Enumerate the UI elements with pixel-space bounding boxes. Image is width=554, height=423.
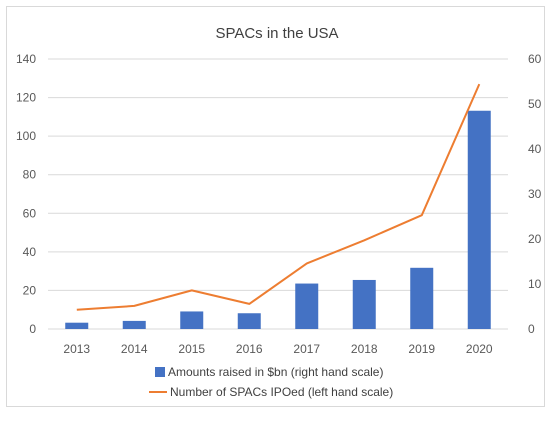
right-axis-ticks: 0 10 20 30 40 50 60 bbox=[528, 52, 542, 336]
legend-bar-label: Amounts raised in $bn (right hand scale) bbox=[168, 365, 383, 379]
left-axis-tick-label: 80 bbox=[23, 168, 37, 182]
bar bbox=[180, 311, 204, 329]
left-axis-tick-label: 60 bbox=[23, 206, 37, 220]
gridlines bbox=[48, 58, 508, 330]
bar bbox=[122, 320, 146, 329]
bar bbox=[295, 283, 319, 329]
left-axis-tick-label: 120 bbox=[16, 91, 36, 105]
bar bbox=[237, 313, 261, 329]
x-axis-tick-label: 2017 bbox=[293, 342, 320, 356]
right-axis-tick-label: 50 bbox=[528, 97, 542, 111]
x-axis-tick-label: 2014 bbox=[121, 342, 148, 356]
left-axis-ticks: 0 20 40 60 80 100 120 140 bbox=[16, 52, 36, 336]
right-axis-tick-label: 60 bbox=[528, 52, 542, 66]
bar bbox=[65, 322, 89, 329]
bar bbox=[410, 267, 434, 329]
left-axis-tick-label: 20 bbox=[23, 283, 37, 297]
legend-bar-swatch bbox=[155, 367, 165, 377]
left-axis-tick-label: 40 bbox=[23, 245, 37, 259]
left-axis-tick-label: 0 bbox=[29, 322, 36, 336]
line-series bbox=[76, 83, 481, 311]
bar-series bbox=[65, 110, 491, 329]
x-axis-tick-label: 2015 bbox=[178, 342, 205, 356]
chart-frame bbox=[6, 6, 545, 407]
x-axis-tick-label: 2018 bbox=[351, 342, 378, 356]
bar bbox=[352, 279, 376, 329]
legend: Amounts raised in $bn (right hand scale)… bbox=[149, 365, 393, 399]
x-axis-tick-label: 2019 bbox=[408, 342, 435, 356]
x-axis-tick-label: 2020 bbox=[466, 342, 493, 356]
x-axis-tick-label: 2013 bbox=[63, 342, 90, 356]
bar bbox=[467, 110, 491, 329]
left-axis-tick-label: 100 bbox=[16, 129, 36, 143]
x-axis-tick-label: 2016 bbox=[236, 342, 263, 356]
legend-line-label: Number of SPACs IPOed (left hand scale) bbox=[170, 385, 393, 399]
x-axis-ticks: 2013 2014 2015 2016 2017 2018 2019 2020 bbox=[63, 342, 493, 356]
right-axis-tick-label: 0 bbox=[528, 322, 535, 336]
series-line bbox=[76, 83, 481, 311]
right-axis-tick-label: 10 bbox=[528, 277, 542, 291]
right-axis-tick-label: 20 bbox=[528, 232, 542, 246]
right-axis-tick-label: 30 bbox=[528, 187, 542, 201]
right-axis-tick-label: 40 bbox=[528, 142, 542, 156]
left-axis-tick-label: 140 bbox=[16, 52, 36, 66]
chart-title: SPACs in the USA bbox=[215, 25, 338, 42]
